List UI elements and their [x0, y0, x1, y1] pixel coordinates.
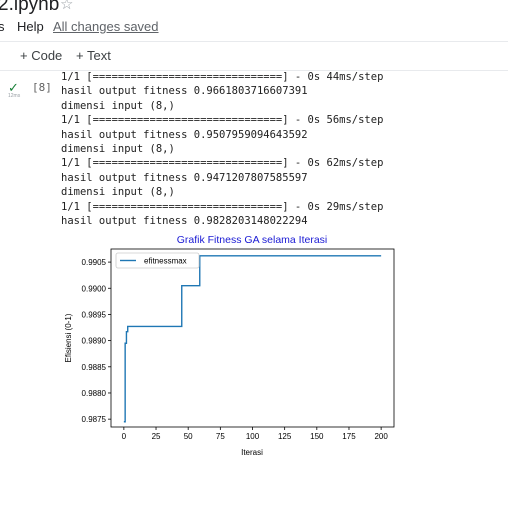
fitness-chart-svg: Grafik Fitness GA selama Iterasi 0 25 50 75… — [64, 234, 395, 457]
y-tick-label: 0.9875 — [82, 415, 107, 424]
output-line: dimensi input (8,) — [61, 186, 175, 199]
legend: efitnessmax — [115, 252, 200, 269]
output-line: 1/1 [==============================] - 0… — [61, 157, 384, 170]
x-tick-label: 200 — [374, 432, 388, 441]
y-axis-label: Efisiensi (0-1) — [64, 313, 73, 362]
x-tick-label: 125 — [278, 432, 292, 441]
execution-count: [8] — [32, 81, 52, 94]
x-tick-label: 0 — [122, 432, 127, 441]
notebook-toolbar: + Code + Text — [0, 41, 508, 71]
add-code-cell-button[interactable]: + Code — [20, 48, 63, 63]
legend-label: efitnessmax — [144, 257, 187, 266]
x-axis-ticks: 0 25 50 75 100 125 150 175 200 — [122, 427, 388, 441]
output-line: hasil output fitness 0.9471207807585597 — [61, 171, 308, 184]
menu-item-tools[interactable]: s — [0, 19, 5, 34]
output-line: 1/1 [==============================] - 0… — [61, 114, 384, 127]
fitness-chart: Grafik Fitness GA selama Iterasi 0 25 50 75… — [60, 233, 400, 458]
menu-item-help[interactable]: Help — [17, 19, 44, 34]
output-line: dimensi input (8,) — [61, 99, 175, 112]
y-axis-ticks: 0.9875 0.9880 0.9885 0.9890 0.9895 0.9900 0.99… — [82, 258, 111, 424]
output-line: 1/1 [==============================] - 0… — [61, 200, 384, 213]
output-line: dimensi input (8,) — [61, 143, 175, 155]
x-tick-label: 50 — [184, 432, 193, 441]
cell-gutter — [0, 70, 56, 524]
plot-frame — [110, 248, 395, 428]
y-tick-label: 0.9890 — [82, 337, 107, 346]
output-line: hasil output fitness 0.9507959094643592 — [61, 128, 308, 141]
execution-time: 12ms — [8, 93, 21, 99]
x-tick-label: 75 — [216, 432, 225, 441]
series-line-efitnessmax — [123, 255, 382, 423]
y-tick-label: 0.9895 — [82, 310, 107, 319]
output-line: hasil output fitness 0.9828203148022294 — [61, 215, 308, 227]
x-axis-label: Iterasi — [241, 448, 263, 457]
chart-title: Grafik Fitness GA selama Iterasi — [177, 234, 328, 246]
star-outline-icon[interactable]: ☆ — [60, 0, 74, 13]
y-tick-label: 0.9905 — [82, 258, 107, 267]
legend-box — [115, 252, 200, 269]
x-tick-label: 175 — [342, 432, 356, 441]
output-line: hasil output fitness 0.9661803716607391 — [61, 85, 308, 98]
notebook-header: 2.ipynb ☆ — [0, 0, 508, 18]
add-text-cell-button[interactable]: + Text — [76, 48, 111, 63]
x-tick-label: 25 — [152, 432, 161, 441]
x-tick-label: 100 — [246, 432, 260, 441]
notebook-title[interactable]: 2.ipynb — [0, 0, 60, 15]
y-tick-label: 0.9885 — [82, 363, 107, 372]
check-icon: ✓ — [8, 80, 19, 95]
y-tick-label: 0.9880 — [82, 389, 107, 398]
y-tick-label: 0.9900 — [82, 284, 107, 293]
output-line: 1/1 [==============================] - 0… — [61, 71, 384, 83]
x-tick-label: 150 — [310, 432, 324, 441]
save-status-link[interactable]: All changes saved — [53, 19, 159, 34]
